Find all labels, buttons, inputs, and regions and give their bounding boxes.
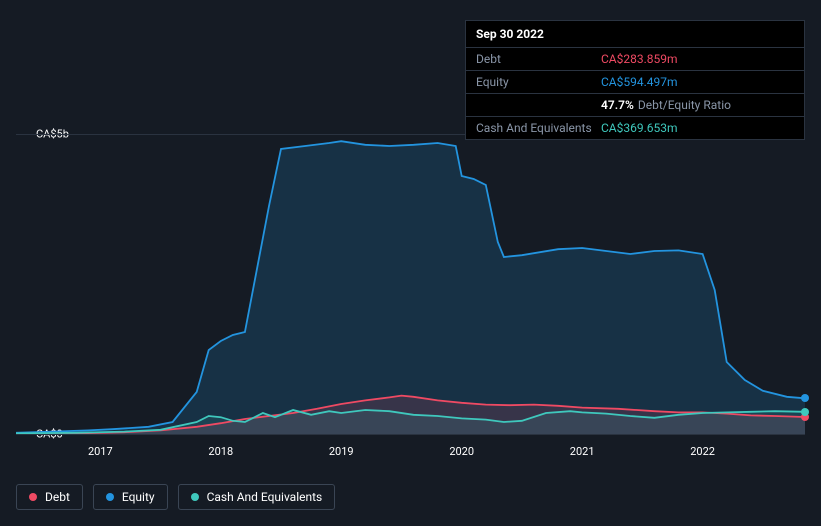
tooltip-row-cash: Cash And Equivalents CA$369.653m [466, 117, 804, 139]
x-axis-label: 2017 [88, 445, 113, 458]
tooltip-value-cash: CA$369.653m [601, 121, 678, 135]
tooltip-label: Cash And Equivalents [476, 121, 601, 135]
legend-label: Debt [45, 490, 70, 504]
tooltip-row-ratio: 47.7% Debt/Equity Ratio [466, 94, 804, 117]
legend: Debt Equity Cash And Equivalents [16, 484, 335, 510]
end-dot-cash [801, 408, 809, 416]
legend-dot-icon [191, 493, 199, 501]
tooltip-row-equity: Equity CA$594.497m [466, 71, 804, 94]
chart-svg [16, 134, 805, 434]
end-dot-equity [801, 394, 809, 402]
x-axis-label: 2022 [690, 445, 715, 458]
tooltip-value-ratio: 47.7% Debt/Equity Ratio [601, 98, 731, 112]
ratio-label: Debt/Equity Ratio [638, 98, 731, 112]
plot-area[interactable] [16, 134, 805, 434]
tooltip-label [476, 98, 601, 112]
x-axis-label: 2018 [208, 445, 233, 458]
legend-label: Equity [122, 490, 155, 504]
x-axis-label: 2019 [329, 445, 354, 458]
legend-dot-icon [29, 493, 37, 501]
legend-item-cash[interactable]: Cash And Equivalents [178, 484, 336, 510]
tooltip-value-equity: CA$594.497m [601, 75, 678, 89]
x-axis-label: 2020 [449, 445, 474, 458]
chart-container: CA$5b CA$0 201720182019202020212022 [16, 120, 805, 476]
chart-tooltip: Sep 30 2022 Debt CA$283.859m Equity CA$5… [465, 20, 805, 140]
legend-label: Cash And Equivalents [207, 490, 323, 504]
x-axis-label: 2021 [570, 445, 595, 458]
legend-item-equity[interactable]: Equity [93, 484, 168, 510]
area-equity [16, 141, 805, 434]
tooltip-label: Debt [476, 52, 601, 66]
tooltip-row-debt: Debt CA$283.859m [466, 48, 804, 71]
ratio-pct: 47.7% [601, 98, 634, 112]
legend-item-debt[interactable]: Debt [16, 484, 83, 510]
grid-line [16, 434, 805, 435]
tooltip-date: Sep 30 2022 [466, 21, 804, 48]
legend-dot-icon [106, 493, 114, 501]
tooltip-value-debt: CA$283.859m [601, 52, 678, 66]
tooltip-label: Equity [476, 75, 601, 89]
